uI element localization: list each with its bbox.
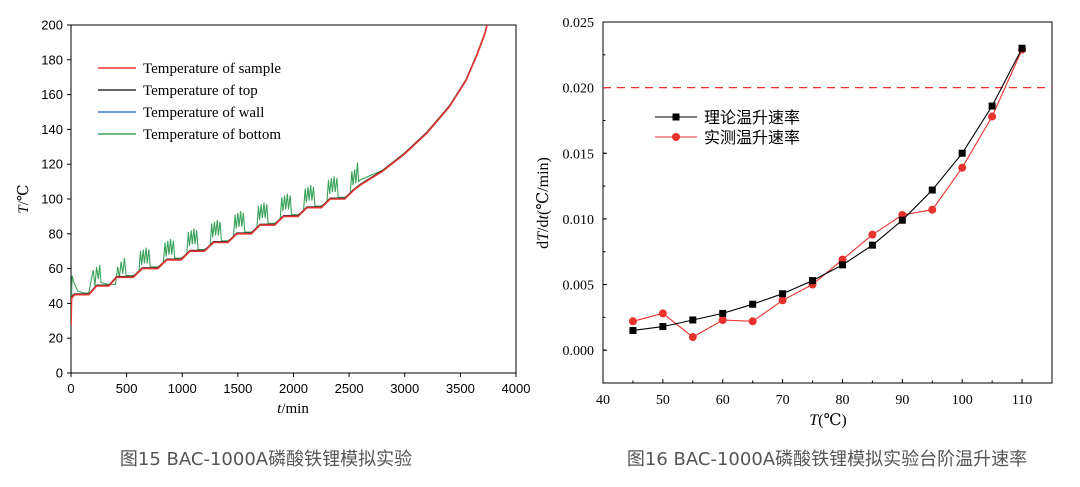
data-point-circle: [778, 296, 787, 305]
plot-frame: [70, 24, 517, 374]
y-tick-label: 80: [49, 226, 63, 241]
x-tick-label: 50: [656, 393, 670, 408]
y-tick-label: 120: [41, 157, 63, 172]
y-tick-label: 0: [56, 366, 63, 381]
legend-marker-square: [672, 113, 680, 121]
y-tick-label: 40: [49, 296, 63, 311]
y-tick-label: 0.000: [563, 344, 595, 359]
y-tick-label: 100: [41, 192, 63, 207]
series-line: [632, 49, 1023, 338]
data-point-circle: [628, 317, 637, 326]
legend: Temperature of sample Temperature of top T…: [98, 61, 281, 143]
y-tick-label: 60: [49, 261, 63, 276]
data-point-square: [809, 277, 817, 285]
series-lines: [628, 44, 1027, 342]
figure-caption: 图15 BAC-1000A磷酸铁锂模拟实验: [120, 449, 412, 470]
y-axis-label: T/℃: [16, 184, 32, 213]
x-axis: 40 50 60 70 80 90 100 110: [596, 379, 1053, 408]
data-point-square: [1018, 44, 1026, 52]
legend-label: 实测温升速率: [704, 128, 800, 147]
data-point-square: [868, 241, 876, 249]
legend-label: 理论温升速率: [704, 108, 800, 127]
x-tick-label: 80: [835, 393, 849, 408]
series-line: [71, 25, 488, 323]
y-tick-label: 0.020: [563, 82, 595, 97]
series-line: [71, 25, 488, 321]
data-point-circle: [658, 309, 667, 318]
data-point-circle: [868, 230, 877, 239]
x-tick-label: 500: [116, 381, 138, 396]
legend-label: Temperature of top: [143, 83, 258, 99]
data-point-circle: [688, 333, 697, 342]
y-tick-label: 140: [41, 122, 63, 137]
x-tick-label: 100: [952, 393, 973, 408]
y-axis: 0 20 40 60 80 100 120 140 160 180 200: [41, 18, 71, 381]
data-point-square: [719, 309, 727, 317]
x-tick-label: 1000: [168, 381, 197, 396]
data-point-square: [898, 216, 906, 224]
data-point-circle: [988, 112, 997, 121]
x-tick-label: 70: [776, 393, 790, 408]
y-axis: 0.000 0.005 0.010 0.015 0.020 0.025: [563, 16, 607, 384]
x-axis-label: T(℃): [809, 412, 846, 429]
legend-label: Temperature of wall: [143, 105, 264, 121]
series-lines: [71, 25, 488, 327]
x-axis: 0 500 1000 1500 2000 2500 3000 3500 4000: [67, 373, 530, 396]
x-tick-label: 2000: [279, 381, 308, 396]
data-point-circle: [748, 317, 757, 326]
y-axis-label: dT/dt(℃/min): [535, 157, 552, 249]
y-tick-label: 180: [41, 52, 63, 67]
data-point-circle: [718, 315, 727, 324]
legend-label: Temperature of sample: [143, 61, 281, 77]
data-point-square: [838, 261, 846, 269]
data-point-circle: [928, 205, 937, 214]
legend-label: Temperature of bottom: [143, 127, 281, 143]
data-point-square: [958, 149, 966, 157]
x-tick-label: 1500: [223, 381, 252, 396]
data-point-square: [689, 316, 697, 324]
x-tick-label: 60: [716, 393, 730, 408]
y-tick-label: 20: [49, 331, 63, 346]
data-point-square: [749, 300, 757, 308]
y-tick-label: 0.025: [563, 16, 595, 31]
y-tick-label: 0.010: [563, 213, 595, 228]
data-point-circle: [958, 163, 967, 172]
data-point-square: [659, 323, 667, 331]
y-tick-label: 160: [41, 87, 63, 102]
x-axis-label: t/min: [277, 401, 309, 417]
x-tick-label: 4000: [502, 381, 531, 396]
chart-temperature-vs-time: 0 500 1000 1500 2000 2500 3000 3500 4000 0 20 40 60…: [16, 18, 530, 471]
x-tick-label: 3000: [390, 381, 419, 396]
series-line: [71, 25, 488, 327]
data-point-square: [779, 290, 787, 298]
data-point-square: [629, 326, 637, 334]
x-tick-label: 110: [1012, 393, 1032, 408]
data-point-square: [988, 102, 996, 110]
series-line: [71, 25, 488, 321]
series-line: [632, 48, 1023, 332]
plot-frame: [602, 21, 1053, 384]
chart-heating-rate-vs-temperature: 40 50 60 70 80 90 100 110 0.0000.0050.0100.0150…: [535, 16, 1053, 470]
figure-caption: 图16 BAC-1000A磷酸铁锂模拟实验台阶温升速率: [627, 449, 1027, 470]
y-tick-label: 200: [41, 18, 63, 33]
x-tick-label: 2500: [335, 381, 364, 396]
legend-marker-circle: [672, 133, 680, 141]
y-tick-label: 0.005: [563, 279, 595, 294]
data-point-square: [928, 186, 936, 194]
y-tick-label: 0.015: [563, 147, 595, 162]
x-tick-label: 40: [596, 393, 610, 408]
x-tick-label: 3500: [446, 381, 475, 396]
x-tick-label: 0: [67, 381, 74, 396]
x-tick-label: 90: [895, 393, 909, 408]
